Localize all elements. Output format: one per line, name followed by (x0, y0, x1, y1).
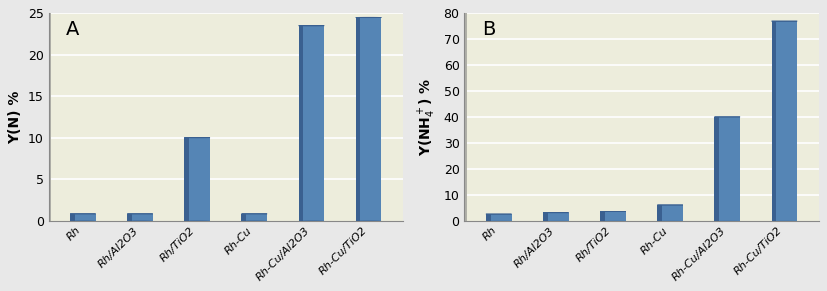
Bar (657, 205, 662, 221)
Text: A: A (66, 19, 79, 38)
Bar (241, 214, 246, 221)
Bar (127, 214, 153, 221)
Polygon shape (465, 13, 466, 221)
Bar (600, 212, 626, 221)
Y-axis label: Y(N) %: Y(N) % (8, 90, 22, 144)
Y-axis label: Y(NH$_4^+$) %: Y(NH$_4^+$) % (417, 78, 438, 156)
Bar (657, 205, 683, 221)
Bar (299, 26, 324, 221)
Bar (70, 214, 74, 221)
Bar (486, 214, 490, 221)
Bar (356, 17, 381, 221)
Bar (356, 17, 361, 221)
Bar (184, 138, 189, 221)
Bar (70, 214, 96, 221)
Ellipse shape (356, 220, 381, 221)
Bar (543, 213, 569, 221)
Bar (715, 117, 719, 221)
Bar (772, 21, 797, 221)
Text: B: B (482, 19, 495, 38)
Bar (299, 26, 304, 221)
Ellipse shape (299, 220, 324, 221)
Bar (241, 214, 267, 221)
Bar (772, 21, 777, 221)
Bar (486, 214, 512, 221)
Bar (184, 138, 210, 221)
Polygon shape (49, 13, 51, 221)
Bar (600, 212, 605, 221)
Bar (543, 213, 547, 221)
Ellipse shape (70, 220, 96, 221)
Ellipse shape (184, 137, 210, 138)
Ellipse shape (241, 220, 267, 221)
Bar (127, 214, 131, 221)
Ellipse shape (127, 220, 153, 221)
Ellipse shape (184, 220, 210, 221)
Ellipse shape (356, 17, 381, 18)
Bar (715, 117, 740, 221)
